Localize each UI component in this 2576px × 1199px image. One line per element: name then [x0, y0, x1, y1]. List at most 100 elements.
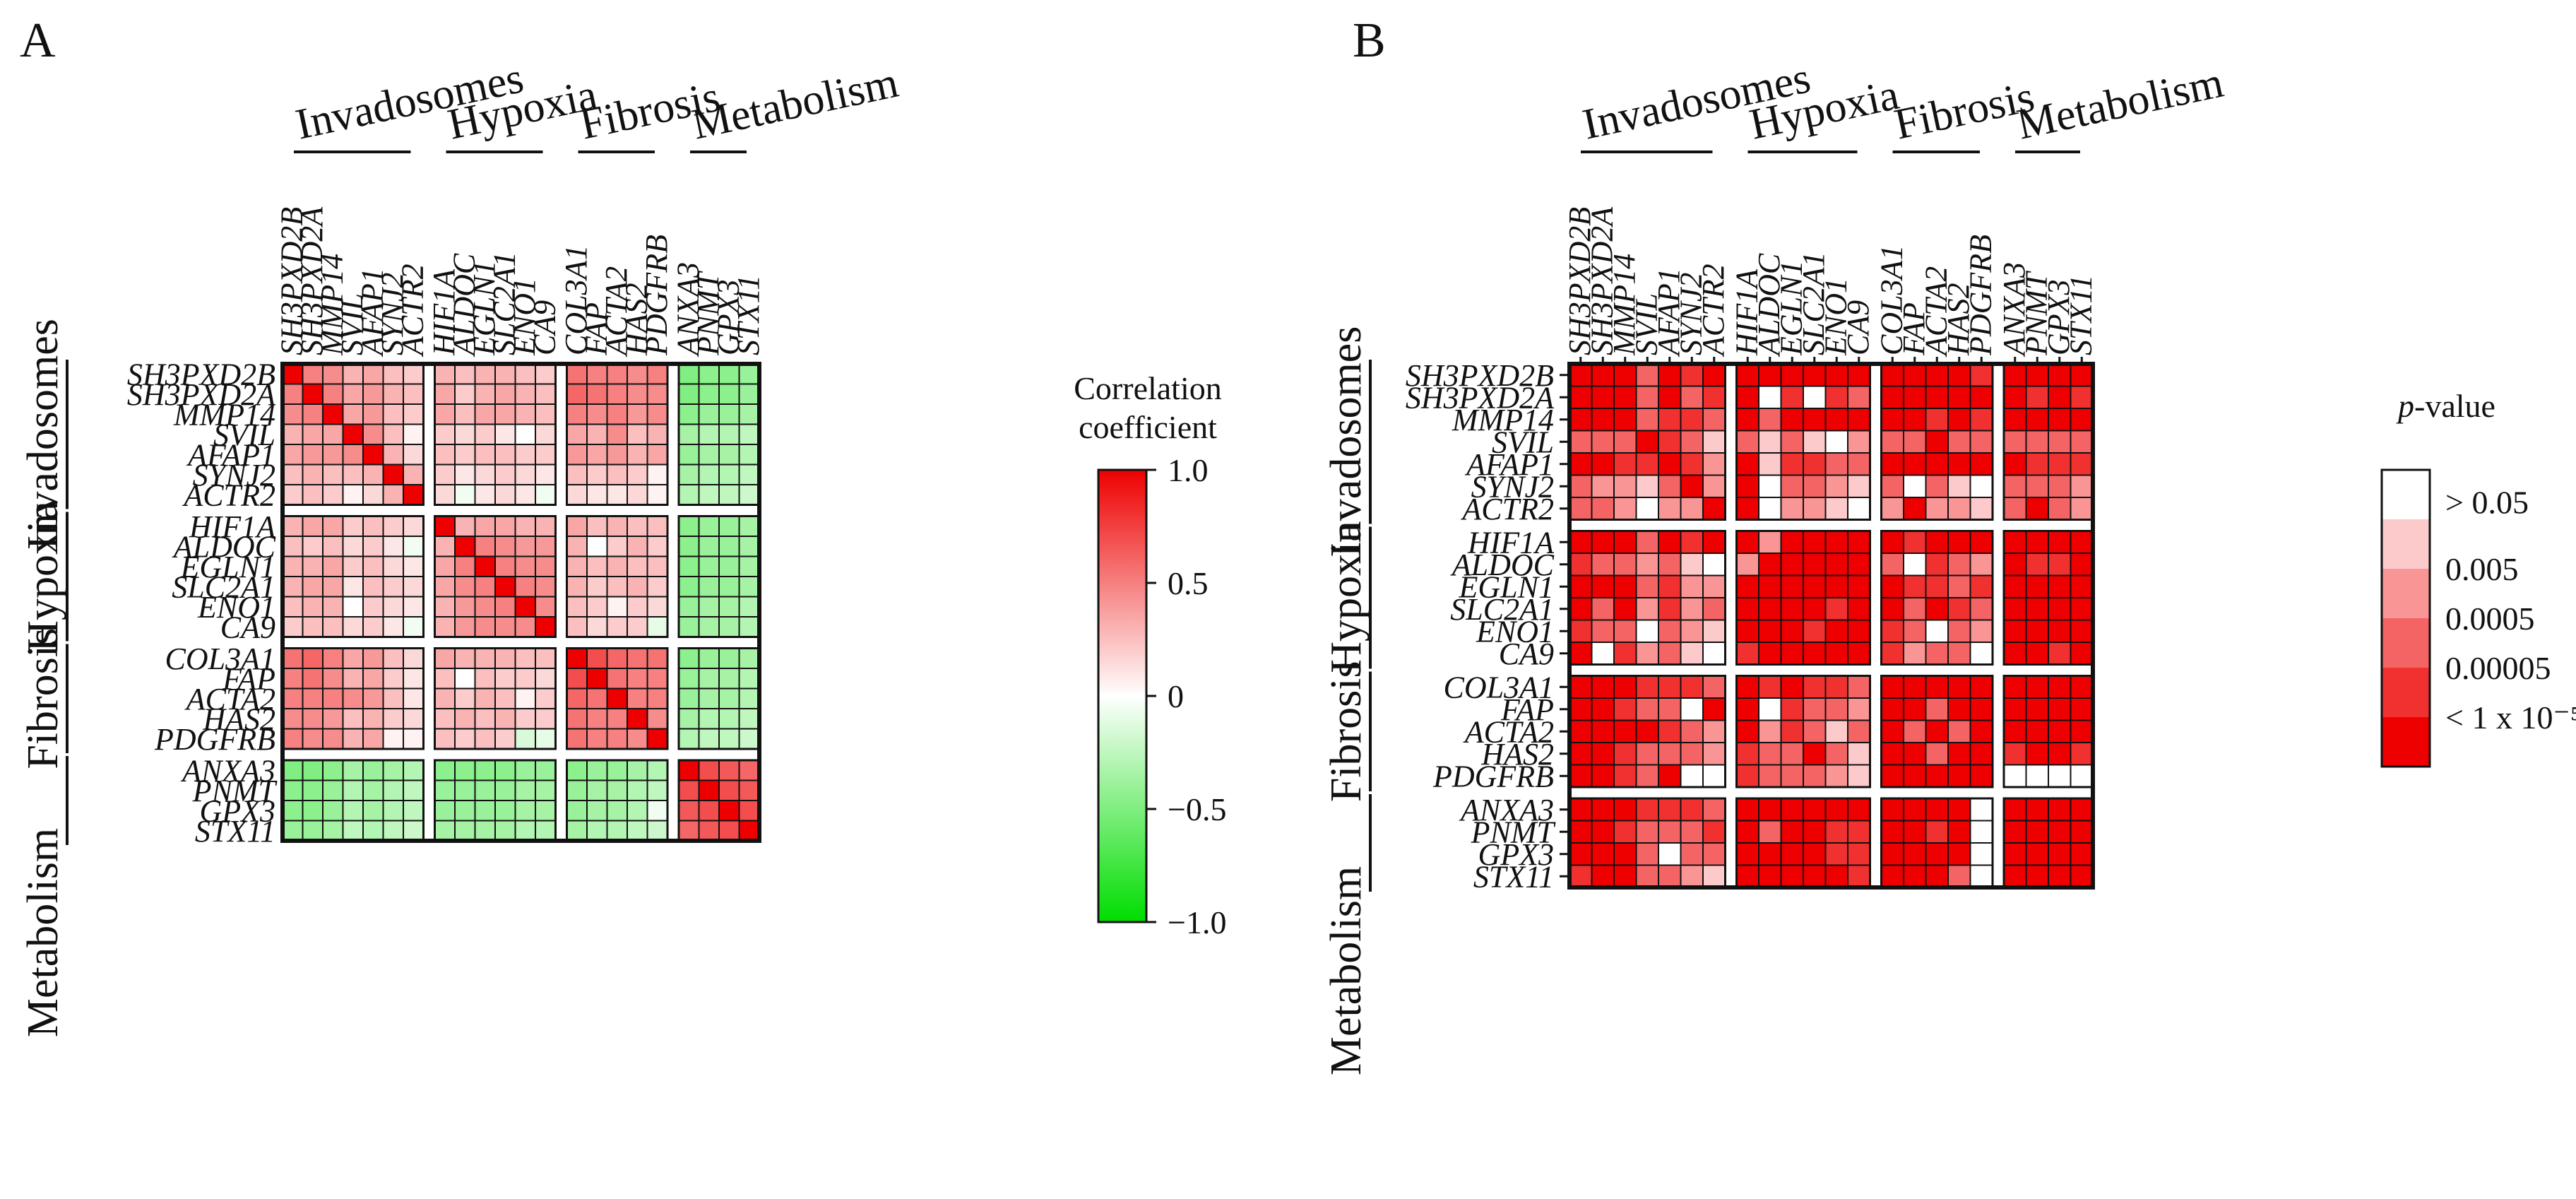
heatmap-cell-STX11-ACTA2 — [1925, 864, 1949, 888]
heatmap-cell-HAS2-COL3A1 — [566, 708, 588, 730]
row-label-AFAP1: AFAP1 — [1464, 447, 1554, 482]
heatmap-cell-HIF1A-SH3PXD2B — [1569, 530, 1593, 554]
heatmap-cell-ACTA2-ACTR2 — [403, 687, 425, 709]
column-label-GPX3: GPX3 — [2041, 279, 2076, 355]
heatmap-cell-MMP14-SH3PXD2A — [302, 403, 324, 425]
heatmap-cell-SVIL-ALDOC — [454, 423, 476, 445]
heatmap-cell-ALDOC-COL3A1 — [1880, 553, 1904, 577]
heatmap-cell-ANXA3-FAP — [1903, 798, 1927, 822]
row-label-SH3PXD2A: SH3PXD2A — [127, 377, 276, 412]
heatmap-cell-FAP-PDGFRB — [1969, 697, 1993, 721]
column-label-HAS2: HAS2 — [1941, 283, 1976, 356]
heatmap-cell-ACTR2-FAP — [586, 484, 608, 506]
heatmap-cell-ALDOC-MMP14 — [322, 536, 344, 557]
heatmap-cell-HAS2-AFAP1 — [362, 708, 384, 730]
heatmap-cell-HIF1A-STX11 — [738, 515, 760, 537]
heatmap-cell-AFAP1-COL3A1 — [1880, 452, 1904, 476]
heatmap-cell-ALDOC-SH3PXD2A — [302, 536, 324, 557]
heatmap-cell-PDGFRB-SVIL — [1635, 764, 1659, 788]
heatmap-cell-ACTR2-COL3A1 — [566, 484, 588, 506]
heatmap-cell-GPX3-SH3PXD2A — [302, 800, 324, 822]
heatmap-cell-AFAP1-SLC2A1 — [1803, 452, 1827, 476]
heatmap-cell-ALDOC-MMP14 — [1613, 553, 1637, 577]
heatmap-cell-EGLN1-SVIL — [342, 555, 364, 577]
heatmap-cell-ALDOC-ANXA3 — [678, 536, 700, 557]
heatmap-cell-PDGFRB-FAP — [586, 728, 608, 750]
heatmap-cell-PNMT-AFAP1 — [1658, 820, 1682, 844]
heatmap-cell-GPX3-SLC2A1 — [1803, 842, 1827, 866]
heatmap-cell-HIF1A-EGLN1 — [1780, 530, 1804, 554]
heatmap-cell-PNMT-EGLN1 — [1780, 820, 1804, 844]
heatmap-cell-ACTA2-EGLN1 — [1780, 719, 1804, 743]
heatmap-cell-SVIL-MMP14 — [1613, 430, 1637, 454]
column-label-MMP14: MMP14 — [1607, 254, 1642, 356]
heatmap-cell-ACTA2-PNMT — [698, 687, 720, 709]
heatmap-cell-STX11-PDGFRB — [646, 820, 668, 841]
heatmap-cell-SH3PXD2B-GPX3 — [2048, 363, 2072, 387]
heatmap-cell-SLC2A1-SH3PXD2B — [1569, 597, 1593, 621]
row-label-PNMT: PNMT — [1471, 815, 1557, 849]
column-label-ACTA2: ACTA2 — [1918, 266, 1953, 358]
heatmap-cell-PDGFRB-SVIL — [342, 728, 364, 750]
heatmap-cell-PDGFRB-STX11 — [738, 728, 760, 750]
heatmap-cell-COL3A1-SH3PXD2A — [1591, 675, 1615, 699]
column-label-FAP: FAP — [1897, 302, 1931, 356]
heatmap-cell-ENO1-AFAP1 — [362, 596, 384, 618]
heatmap-cell-HAS2-SH3PXD2B — [1569, 742, 1593, 766]
heatmap-cell-ACTA2-MMP14 — [1613, 719, 1637, 743]
heatmap-cell-PDGFRB-COL3A1 — [566, 728, 588, 750]
heatmap-cell-SH3PXD2A-SVIL — [342, 383, 364, 405]
heatmap-cell-AFAP1-ACTA2 — [606, 444, 628, 466]
heatmap-cell-EGLN1-HIF1A — [1735, 574, 1759, 598]
heatmap-cell-CA9-PDGFRB — [646, 616, 668, 638]
heatmap-cell-COL3A1-SVIL — [342, 647, 364, 669]
heatmap-cell-HAS2-SYNJ2 — [1680, 742, 1704, 766]
heatmap-cell-GPX3-ENO1 — [514, 800, 536, 822]
heatmap-cell-ACTA2-AFAP1 — [362, 687, 384, 709]
heatmap-cell-SLC2A1-PDGFRB — [1969, 597, 1993, 621]
block-frame-Fibrosis-Fibrosis — [566, 647, 669, 750]
heatmap-cell-HAS2-SH3PXD2A — [302, 708, 324, 730]
heatmap-cell-ALDOC-STX11 — [2070, 553, 2094, 577]
heatmap-cell-HIF1A-FAP — [586, 515, 608, 537]
heatmap-cell-GPX3-SH3PXD2B — [1569, 842, 1593, 866]
column-label-EGLN1: EGLN1 — [467, 261, 501, 356]
row-label-ACTA2: ACTA2 — [184, 682, 275, 716]
heatmap-cell-GPX3-PNMT — [698, 800, 720, 822]
heatmap-cell-MMP14-EGLN1 — [474, 403, 496, 425]
heatmap-cell-ACTA2-ALDOC — [1758, 719, 1782, 743]
heatmap-cell-SH3PXD2B-AFAP1 — [362, 363, 384, 385]
heatmap-cell-AFAP1-HAS2 — [627, 444, 648, 466]
heatmap-cell-MMP14-ACTA2 — [1925, 408, 1949, 432]
heatmap-cell-ENO1-HIF1A — [1735, 619, 1759, 643]
heatmap-cell-SH3PXD2A-STX11 — [738, 383, 760, 405]
heatmap-cell-STX11-FAP — [586, 820, 608, 841]
heatmap-cell-STX11-GPX3 — [2048, 864, 2072, 888]
heatmap-cell-MMP14-SYNJ2 — [382, 403, 404, 425]
heatmap-cell-AFAP1-FAP — [586, 444, 608, 466]
heatmap-cell-ALDOC-AFAP1 — [362, 536, 384, 557]
heatmap-cell-SLC2A1-FAP — [1903, 597, 1927, 621]
heatmap-cell-COL3A1-FAP — [586, 647, 608, 669]
heatmap-cell-EGLN1-PDGFRB — [646, 555, 668, 577]
heatmap-cell-ACTR2-MMP14 — [322, 484, 344, 506]
heatmap-cell-PNMT-FAP — [1903, 820, 1927, 844]
heatmap-cell-ALDOC-ANXA3 — [2003, 553, 2027, 577]
heatmap-cell-ACTR2-PDGFRB — [1969, 497, 1993, 521]
heatmap-cell-ENO1-SH3PXD2A — [302, 596, 324, 618]
heatmap-cell-ANXA3-MMP14 — [322, 760, 344, 781]
heatmap-cell-ACTR2-STX11 — [2070, 497, 2094, 521]
heatmap-cell-GPX3-AFAP1 — [362, 800, 384, 822]
heatmap-cell-PNMT-CA9 — [1847, 820, 1871, 844]
heatmap-cell-ENO1-ACTR2 — [1702, 619, 1726, 643]
heatmap-cell-ALDOC-ACTA2 — [1925, 553, 1949, 577]
heatmap-cell-EGLN1-SH3PXD2B — [1569, 574, 1593, 598]
heatmap-cell-CA9-ALDOC — [454, 616, 476, 638]
heatmap-cell-MMP14-SLC2A1 — [1803, 408, 1827, 432]
heatmap-cell-SYNJ2-ACTA2 — [1925, 474, 1949, 498]
heatmap-cell-SVIL-SLC2A1 — [1803, 430, 1827, 454]
heatmap-cell-ACTR2-ENO1 — [514, 484, 536, 506]
heatmap-cell-ENO1-ENO1 — [514, 596, 536, 618]
heatmap-cell-GPX3-AFAP1 — [1658, 842, 1682, 866]
heatmap-cell-COL3A1-AFAP1 — [1658, 675, 1682, 699]
